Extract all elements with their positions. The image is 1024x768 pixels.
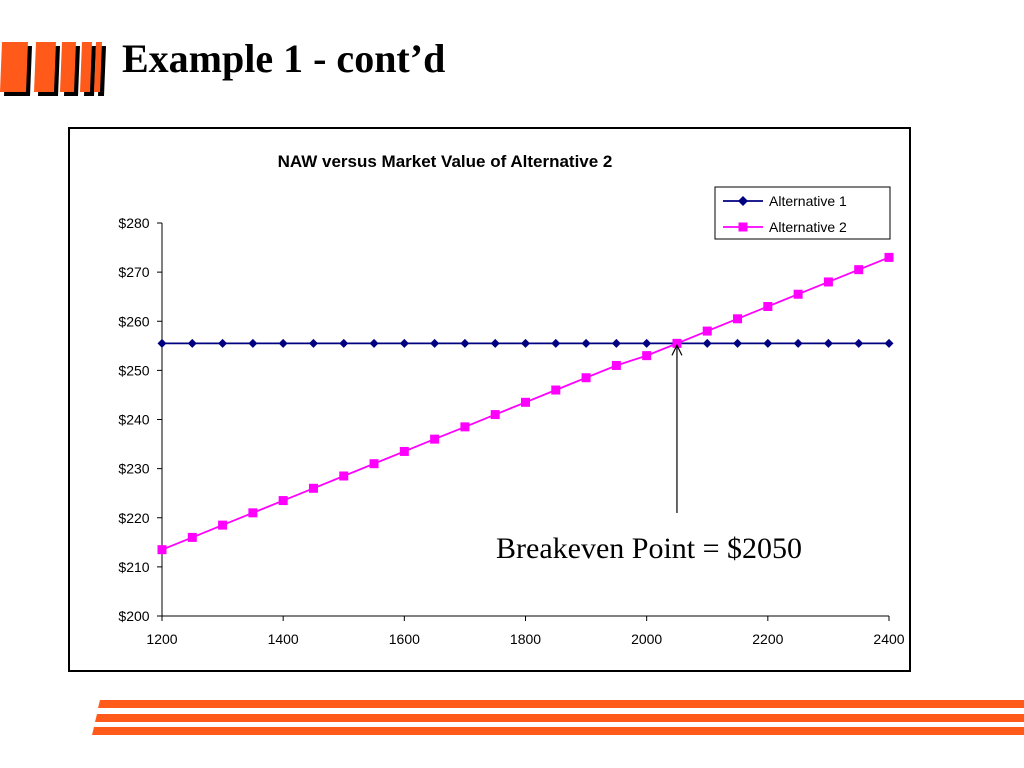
y-tick-label: $220 — [118, 510, 149, 526]
chart: NAW versus Market Value of Alternative 2… — [118, 152, 904, 647]
data-point — [702, 326, 712, 336]
data-point — [854, 338, 864, 348]
data-point — [218, 520, 228, 530]
data-point — [218, 338, 228, 348]
chart-axes: $280 $270 $260 $250 $240 $230 $220 $210 $200 1200… — [118, 215, 904, 647]
data-point — [581, 373, 591, 383]
data-point — [490, 338, 500, 348]
data-point — [430, 434, 440, 444]
x-tick-label: 2400 — [873, 631, 904, 647]
data-point — [672, 338, 682, 348]
data-point — [642, 351, 652, 361]
logo-orange — [0, 42, 102, 92]
y-tick-label: $200 — [118, 608, 149, 624]
legend-box — [714, 186, 891, 240]
y-tick-label: $240 — [118, 412, 149, 428]
x-tick-label: 2200 — [752, 631, 783, 647]
data-point — [884, 252, 894, 262]
data-point — [763, 302, 773, 312]
data-point — [248, 338, 258, 348]
y-tick-label: $260 — [118, 313, 149, 329]
footer-stripes — [92, 700, 1024, 735]
data-point — [157, 338, 167, 348]
data-point — [763, 338, 773, 348]
y-tick-label: $270 — [118, 264, 149, 280]
data-point — [308, 338, 318, 348]
chart-series — [157, 252, 894, 555]
data-point — [733, 314, 743, 324]
data-point — [278, 496, 288, 506]
data-point — [430, 338, 440, 348]
data-point — [369, 338, 379, 348]
data-point — [521, 338, 530, 348]
data-point — [278, 338, 288, 348]
series-1 — [157, 338, 894, 348]
y-tick-label: $210 — [118, 559, 149, 575]
x-tick-label: 1600 — [389, 631, 420, 647]
data-point — [490, 410, 500, 420]
data-point — [823, 338, 833, 348]
data-point — [581, 338, 591, 348]
breakeven-arrow — [671, 344, 683, 513]
logo-stripes — [0, 42, 106, 96]
series-2 — [157, 252, 894, 555]
legend-label: Alternative 2 — [769, 219, 847, 235]
data-point — [369, 459, 379, 469]
data-point — [611, 360, 621, 370]
data-point — [308, 483, 318, 493]
data-point — [339, 471, 349, 481]
legend-item: Alternative 1 — [723, 193, 847, 209]
data-point — [157, 545, 167, 555]
breakeven-annotation: Breakeven Point = $2050 — [496, 532, 803, 565]
chart-legend: Alternative 1 Alternative 2 — [714, 186, 891, 240]
data-point — [702, 338, 712, 348]
data-point — [611, 338, 621, 348]
data-point — [339, 338, 349, 348]
legend-label: Alternative 1 — [769, 193, 847, 209]
data-point — [733, 338, 743, 348]
chart-title: NAW versus Market Value of Alternative 2 — [278, 152, 613, 171]
y-tick-label: $230 — [118, 461, 149, 477]
data-point — [187, 532, 197, 542]
footer-stripe-3 — [92, 727, 1024, 735]
y-tick-label: $280 — [118, 215, 149, 231]
data-point — [460, 422, 470, 432]
data-point — [521, 397, 530, 407]
data-point — [793, 289, 803, 299]
legend-marker — [738, 222, 748, 232]
legend-item: Alternative 2 — [723, 219, 847, 235]
footer-stripe-1 — [98, 700, 1024, 708]
x-tick-label: 2000 — [631, 631, 662, 647]
footer-stripe-2 — [95, 714, 1024, 722]
data-point — [248, 508, 258, 518]
data-point — [793, 338, 803, 348]
x-tick-label: 1800 — [510, 631, 541, 647]
data-point — [399, 338, 409, 348]
slide-title: Example 1 - cont’d — [122, 36, 446, 81]
chart-frame: NAW versus Market Value of Alternative 2… — [68, 127, 911, 672]
data-point — [823, 277, 833, 287]
data-point — [399, 446, 409, 456]
data-point — [460, 338, 470, 348]
data-point — [187, 338, 197, 348]
arrow-head — [671, 344, 683, 356]
data-point — [854, 265, 864, 275]
data-point — [642, 338, 652, 348]
x-tick-label: 1200 — [146, 631, 177, 647]
legend-marker — [738, 196, 748, 206]
y-tick-label: $250 — [118, 362, 149, 378]
data-point — [551, 385, 561, 395]
data-point — [884, 338, 894, 348]
x-tick-label: 1400 — [268, 631, 299, 647]
data-point — [551, 338, 561, 348]
